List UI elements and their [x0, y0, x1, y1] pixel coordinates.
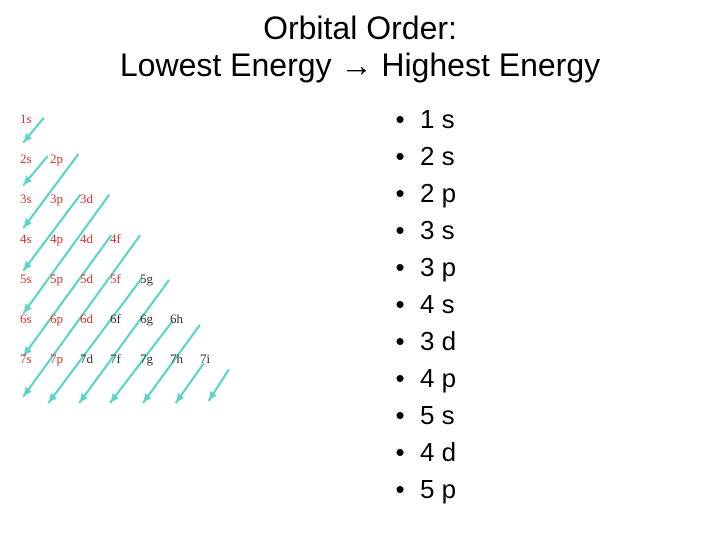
orbital-label-6g: 6g	[140, 311, 170, 327]
orbital-label-5g: 5g	[140, 271, 170, 287]
orbital-label-3s: 3s	[20, 191, 50, 207]
orbital-label-1s: 1s	[20, 111, 50, 127]
orbital-row-4: 4s4p4d4f	[20, 230, 350, 264]
orbital-label-5s: 5s	[20, 271, 50, 287]
orbital-label-3d: 3d	[80, 191, 110, 207]
list-item-label: 2 s	[420, 143, 455, 169]
list-item-label: 3 p	[420, 254, 456, 280]
orbital-label-7f: 7f	[110, 351, 140, 367]
orbital-label-5f: 5f	[110, 271, 140, 287]
list-item-label: 3 s	[420, 217, 455, 243]
list-item: •2 p	[380, 174, 456, 211]
orbital-label-5p: 5p	[50, 271, 80, 287]
bullet-icon: •	[380, 217, 420, 243]
orbital-row-3: 3s3p3d	[20, 190, 350, 224]
orbital-label-4d: 4d	[80, 231, 110, 247]
list-item-label: 1 s	[420, 106, 455, 132]
orbital-label-6s: 6s	[20, 311, 50, 327]
orbital-label-7h: 7h	[170, 351, 200, 367]
list-item: •4 p	[380, 359, 456, 396]
title-line-2: Lowest Energy → Highest Energy	[0, 47, 720, 84]
list-item: •4 d	[380, 433, 456, 470]
aufbau-diagram: 1s 2s2p 3s3p3d 4s4p4d4f 5s5p5d5f5g 6s6p6d6f6g…	[20, 110, 350, 430]
orbital-row-1: 1s	[20, 110, 350, 144]
orbital-label-7s: 7s	[20, 351, 50, 367]
orbital-label-2s: 2s	[20, 151, 50, 167]
list-item: •5 p	[380, 470, 456, 507]
list-item-label: 5 p	[420, 476, 456, 502]
bullet-icon: •	[380, 476, 420, 502]
bullet-icon: •	[380, 143, 420, 169]
list-item-label: 5 s	[420, 402, 455, 428]
orbital-label-4p: 4p	[50, 231, 80, 247]
orbital-label-5d: 5d	[80, 271, 110, 287]
orbital-label-4s: 4s	[20, 231, 50, 247]
bullet-icon: •	[380, 439, 420, 465]
orbital-label-2p: 2p	[50, 151, 80, 167]
list-item: •3 p	[380, 248, 456, 285]
slide: Orbital Order: Lowest Energy → Highest E…	[0, 0, 720, 540]
list-item: •3 s	[380, 211, 456, 248]
orbital-label-7g: 7g	[140, 351, 170, 367]
orbital-label-4f: 4f	[110, 231, 140, 247]
title-line-1: Orbital Order:	[0, 10, 720, 47]
list-item: •3 d	[380, 322, 456, 359]
orbital-label-6p: 6p	[50, 311, 80, 327]
orbital-label-7i: 7i	[200, 351, 230, 367]
bullet-icon: •	[380, 254, 420, 280]
list-item-label: 4 s	[420, 291, 455, 317]
bullet-icon: •	[380, 180, 420, 206]
orbital-row-6: 6s6p6d6f6g6h	[20, 310, 350, 344]
list-item-label: 4 d	[420, 439, 456, 465]
orbital-label-6f: 6f	[110, 311, 140, 327]
list-item-label: 4 p	[420, 365, 456, 391]
list-item: •1 s	[380, 100, 456, 137]
bullet-icon: •	[380, 402, 420, 428]
orbital-label-7d: 7d	[80, 351, 110, 367]
bullet-icon: •	[380, 365, 420, 391]
orbital-label-3p: 3p	[50, 191, 80, 207]
bullet-icon: •	[380, 106, 420, 132]
orbital-label-6h: 6h	[170, 311, 200, 327]
slide-title: Orbital Order: Lowest Energy → Highest E…	[0, 10, 720, 84]
orbital-row-5: 5s5p5d5f5g	[20, 270, 350, 304]
orbital-row-2: 2s2p	[20, 150, 350, 184]
orbital-order-list: •1 s•2 s•2 p•3 s•3 p•4 s•3 d•4 p•5 s•4 d…	[380, 100, 456, 507]
bullet-icon: •	[380, 328, 420, 354]
list-item: •2 s	[380, 137, 456, 174]
list-item: •4 s	[380, 285, 456, 322]
bullet-icon: •	[380, 291, 420, 317]
list-item-label: 3 d	[420, 328, 456, 354]
list-item: •5 s	[380, 396, 456, 433]
list-item-label: 2 p	[420, 180, 456, 206]
orbital-label-7p: 7p	[50, 351, 80, 367]
orbital-row-7: 7s7p7d7f7g7h7i	[20, 350, 350, 384]
orbital-label-6d: 6d	[80, 311, 110, 327]
